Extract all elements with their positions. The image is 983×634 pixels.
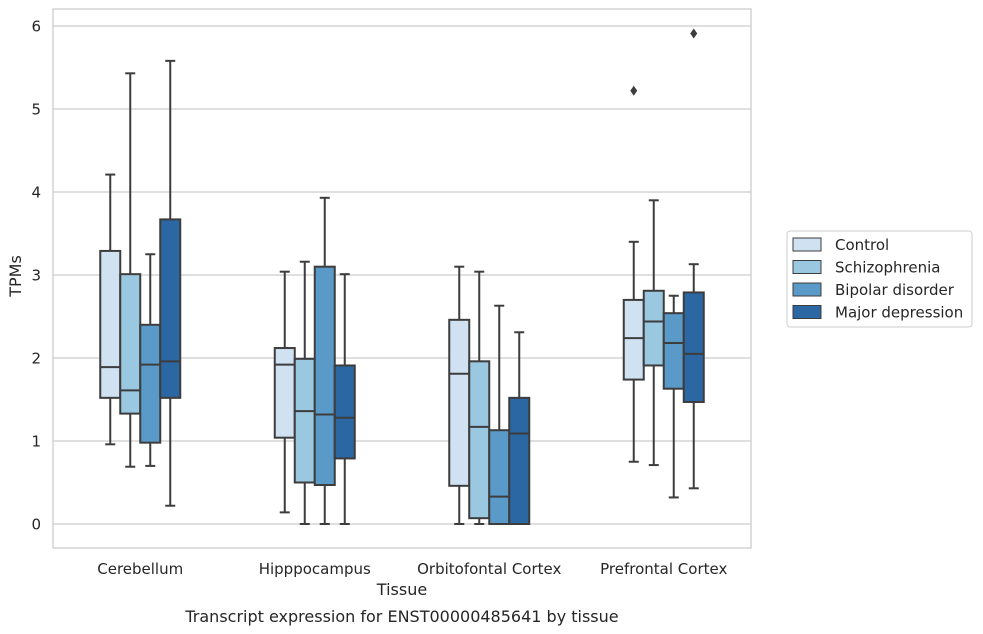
x-tick-label: Hipppocampus: [259, 560, 371, 578]
legend-swatch: [792, 305, 822, 319]
box: [448, 318, 471, 487]
box-plots: [99, 28, 705, 525]
box: [313, 265, 336, 486]
outlier-marker: [630, 85, 638, 96]
legend-label: Schizophrenia: [835, 259, 940, 277]
legend-swatch: [792, 282, 822, 297]
y-tick-label: 3: [31, 267, 41, 285]
x-tick-label: Orbitofontal Cortex: [417, 560, 561, 578]
legend-frame: [786, 230, 973, 328]
legend-swatch: [792, 260, 822, 274]
box: [662, 312, 685, 390]
gridlines: [53, 25, 751, 525]
x-tick-label: Prefrontal Cortex: [600, 560, 727, 578]
box: [99, 249, 122, 399]
y-tick-label: 0: [31, 516, 41, 534]
box: [642, 289, 665, 367]
chart-caption: Transcript expression for ENST0000048564…: [184, 607, 618, 626]
box: [488, 429, 511, 525]
x-tick-label: Cerebellum: [97, 560, 183, 578]
legend-label: Bipolar disorder: [835, 281, 955, 299]
box: [293, 357, 316, 484]
x-axis-label: Tissue: [376, 580, 427, 599]
y-tick-label: 6: [31, 18, 41, 36]
plot-frame: [52, 8, 752, 549]
legend: Control Schizophrenia Bipolar disorder Majo…: [786, 230, 973, 328]
box: [159, 218, 182, 399]
y-tick-label: 4: [31, 184, 41, 202]
legend-label: Major depression: [835, 304, 963, 322]
box: [139, 323, 162, 444]
y-axis-ticks: 0 1 2 3 4 5 6: [31, 18, 41, 534]
box: [468, 360, 491, 520]
box: [682, 291, 705, 403]
box: [333, 364, 356, 460]
y-axis-label: TPMs: [6, 255, 25, 298]
y-tick-label: 1: [31, 433, 41, 451]
outlier-marker: [690, 28, 698, 39]
x-axis-ticks: Cerebellum Hipppocampus Orbitofontal Corte…: [97, 560, 727, 578]
box: [622, 298, 645, 381]
box: [508, 396, 531, 525]
legend-label: Control: [835, 236, 889, 254]
y-tick-label: 5: [31, 101, 41, 119]
box: [119, 273, 142, 415]
legend-swatch: [792, 237, 822, 252]
box: [273, 347, 296, 439]
y-tick-label: 2: [31, 350, 41, 368]
